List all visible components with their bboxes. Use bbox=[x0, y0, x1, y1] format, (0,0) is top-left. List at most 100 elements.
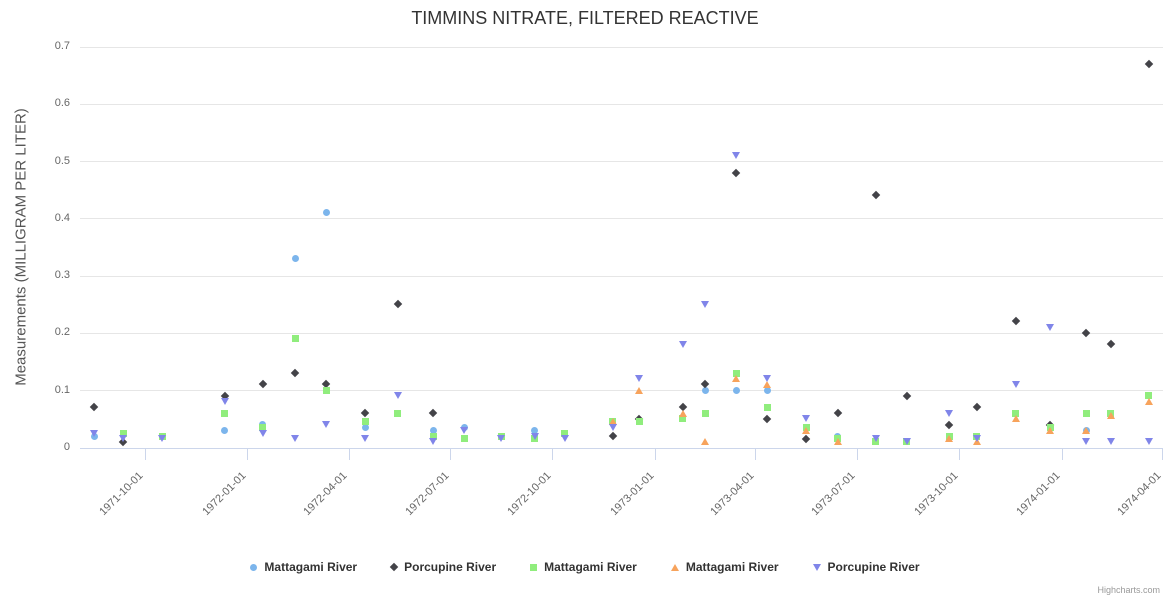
data-point[interactable] bbox=[1144, 398, 1153, 406]
data-point[interactable] bbox=[258, 380, 267, 389]
data-point[interactable] bbox=[1106, 412, 1115, 420]
data-point[interactable] bbox=[802, 415, 811, 423]
data-point[interactable] bbox=[833, 438, 842, 446]
data-point[interactable] bbox=[90, 403, 99, 412]
data-point[interactable] bbox=[429, 426, 437, 434]
data-point[interactable] bbox=[635, 375, 644, 383]
data-point[interactable] bbox=[1012, 409, 1020, 417]
data-point[interactable] bbox=[678, 409, 687, 417]
data-point[interactable] bbox=[1144, 438, 1153, 446]
data-point[interactable] bbox=[608, 423, 617, 431]
legend-item[interactable]: Porcupine River bbox=[389, 560, 496, 574]
data-point[interactable] bbox=[1144, 59, 1153, 68]
data-point[interactable] bbox=[158, 435, 167, 443]
data-point[interactable] bbox=[429, 438, 438, 446]
data-point[interactable] bbox=[1106, 438, 1115, 446]
data-point[interactable] bbox=[972, 403, 982, 412]
data-point[interactable] bbox=[679, 415, 687, 423]
data-point[interactable] bbox=[1011, 415, 1020, 423]
data-point[interactable] bbox=[1046, 426, 1055, 434]
data-point[interactable] bbox=[119, 435, 128, 443]
data-point[interactable] bbox=[732, 386, 740, 394]
data-point[interactable] bbox=[732, 151, 741, 159]
data-point[interactable] bbox=[428, 408, 438, 418]
legend-item[interactable]: Porcupine River bbox=[812, 560, 920, 574]
data-point[interactable] bbox=[119, 429, 127, 437]
data-point[interactable] bbox=[361, 423, 369, 431]
data-point[interactable] bbox=[291, 335, 299, 343]
data-point[interactable] bbox=[972, 435, 981, 443]
data-point[interactable] bbox=[394, 409, 402, 417]
data-point[interactable] bbox=[635, 386, 644, 394]
data-point[interactable] bbox=[871, 435, 880, 443]
data-point[interactable] bbox=[531, 426, 539, 434]
data-point[interactable] bbox=[1106, 340, 1115, 349]
data-point[interactable] bbox=[945, 435, 954, 443]
data-point[interactable] bbox=[701, 409, 709, 417]
data-point[interactable] bbox=[763, 375, 772, 383]
data-point[interactable] bbox=[701, 300, 710, 308]
data-point[interactable] bbox=[763, 380, 772, 388]
data-point[interactable] bbox=[290, 368, 300, 378]
data-point[interactable] bbox=[530, 432, 539, 440]
data-point[interactable] bbox=[90, 429, 99, 437]
data-point[interactable] bbox=[732, 168, 741, 177]
data-point[interactable] bbox=[220, 398, 229, 406]
highcharts-credit[interactable]: Highcharts.com bbox=[1097, 585, 1160, 595]
data-point[interactable] bbox=[460, 435, 468, 443]
data-point[interactable] bbox=[871, 191, 880, 200]
data-point[interactable] bbox=[429, 432, 437, 440]
data-point[interactable] bbox=[291, 435, 300, 443]
y-axis-tick-label: 0.1 bbox=[54, 383, 70, 396]
data-point[interactable] bbox=[1081, 328, 1091, 338]
data-point[interactable] bbox=[221, 426, 229, 434]
data-point[interactable] bbox=[259, 423, 267, 431]
legend-item[interactable]: Mattagami River bbox=[530, 560, 637, 574]
data-point[interactable] bbox=[560, 435, 569, 443]
data-point[interactable] bbox=[701, 438, 710, 446]
data-point[interactable] bbox=[460, 426, 469, 434]
data-point[interactable] bbox=[291, 254, 299, 262]
data-point[interactable] bbox=[944, 420, 954, 429]
data-point[interactable] bbox=[561, 429, 569, 437]
y-gridline bbox=[80, 275, 1163, 277]
data-point[interactable] bbox=[258, 429, 267, 437]
data-point[interactable] bbox=[361, 418, 369, 426]
data-point[interactable] bbox=[360, 408, 370, 418]
data-point[interactable] bbox=[1011, 317, 1021, 326]
data-point[interactable] bbox=[945, 409, 954, 417]
data-point[interactable] bbox=[1082, 438, 1091, 446]
data-point[interactable] bbox=[833, 408, 842, 418]
data-point[interactable] bbox=[635, 418, 643, 426]
data-point[interactable] bbox=[1082, 426, 1091, 434]
data-point[interactable] bbox=[802, 434, 811, 444]
data-point[interactable] bbox=[763, 414, 772, 424]
data-point[interactable] bbox=[361, 435, 370, 443]
data-point[interactable] bbox=[678, 340, 687, 348]
data-point[interactable] bbox=[221, 409, 229, 417]
data-point[interactable] bbox=[322, 421, 331, 429]
data-point[interactable] bbox=[701, 386, 709, 394]
y-axis-tick-label: 0.4 bbox=[54, 211, 70, 224]
data-point[interactable] bbox=[1011, 380, 1020, 388]
data-point[interactable] bbox=[1145, 392, 1152, 400]
data-point[interactable] bbox=[1046, 323, 1055, 331]
data-point[interactable] bbox=[393, 392, 402, 400]
data-point[interactable] bbox=[802, 426, 811, 434]
data-point[interactable] bbox=[322, 386, 330, 394]
data-point[interactable] bbox=[763, 403, 771, 411]
data-point[interactable] bbox=[1082, 409, 1090, 417]
data-point[interactable] bbox=[393, 300, 402, 309]
data-point[interactable] bbox=[902, 391, 911, 401]
legend-item[interactable]: Mattagami River bbox=[670, 560, 779, 574]
legend-item[interactable]: Mattagami River bbox=[250, 560, 357, 574]
data-point[interactable] bbox=[732, 369, 740, 377]
data-point[interactable] bbox=[763, 386, 771, 394]
data-point[interactable] bbox=[608, 418, 617, 426]
data-point[interactable] bbox=[732, 375, 741, 383]
data-point[interactable] bbox=[902, 438, 911, 446]
data-point[interactable] bbox=[322, 209, 330, 217]
data-point[interactable] bbox=[608, 431, 617, 441]
data-point[interactable] bbox=[497, 435, 506, 443]
circle-marker-icon bbox=[250, 563, 258, 571]
